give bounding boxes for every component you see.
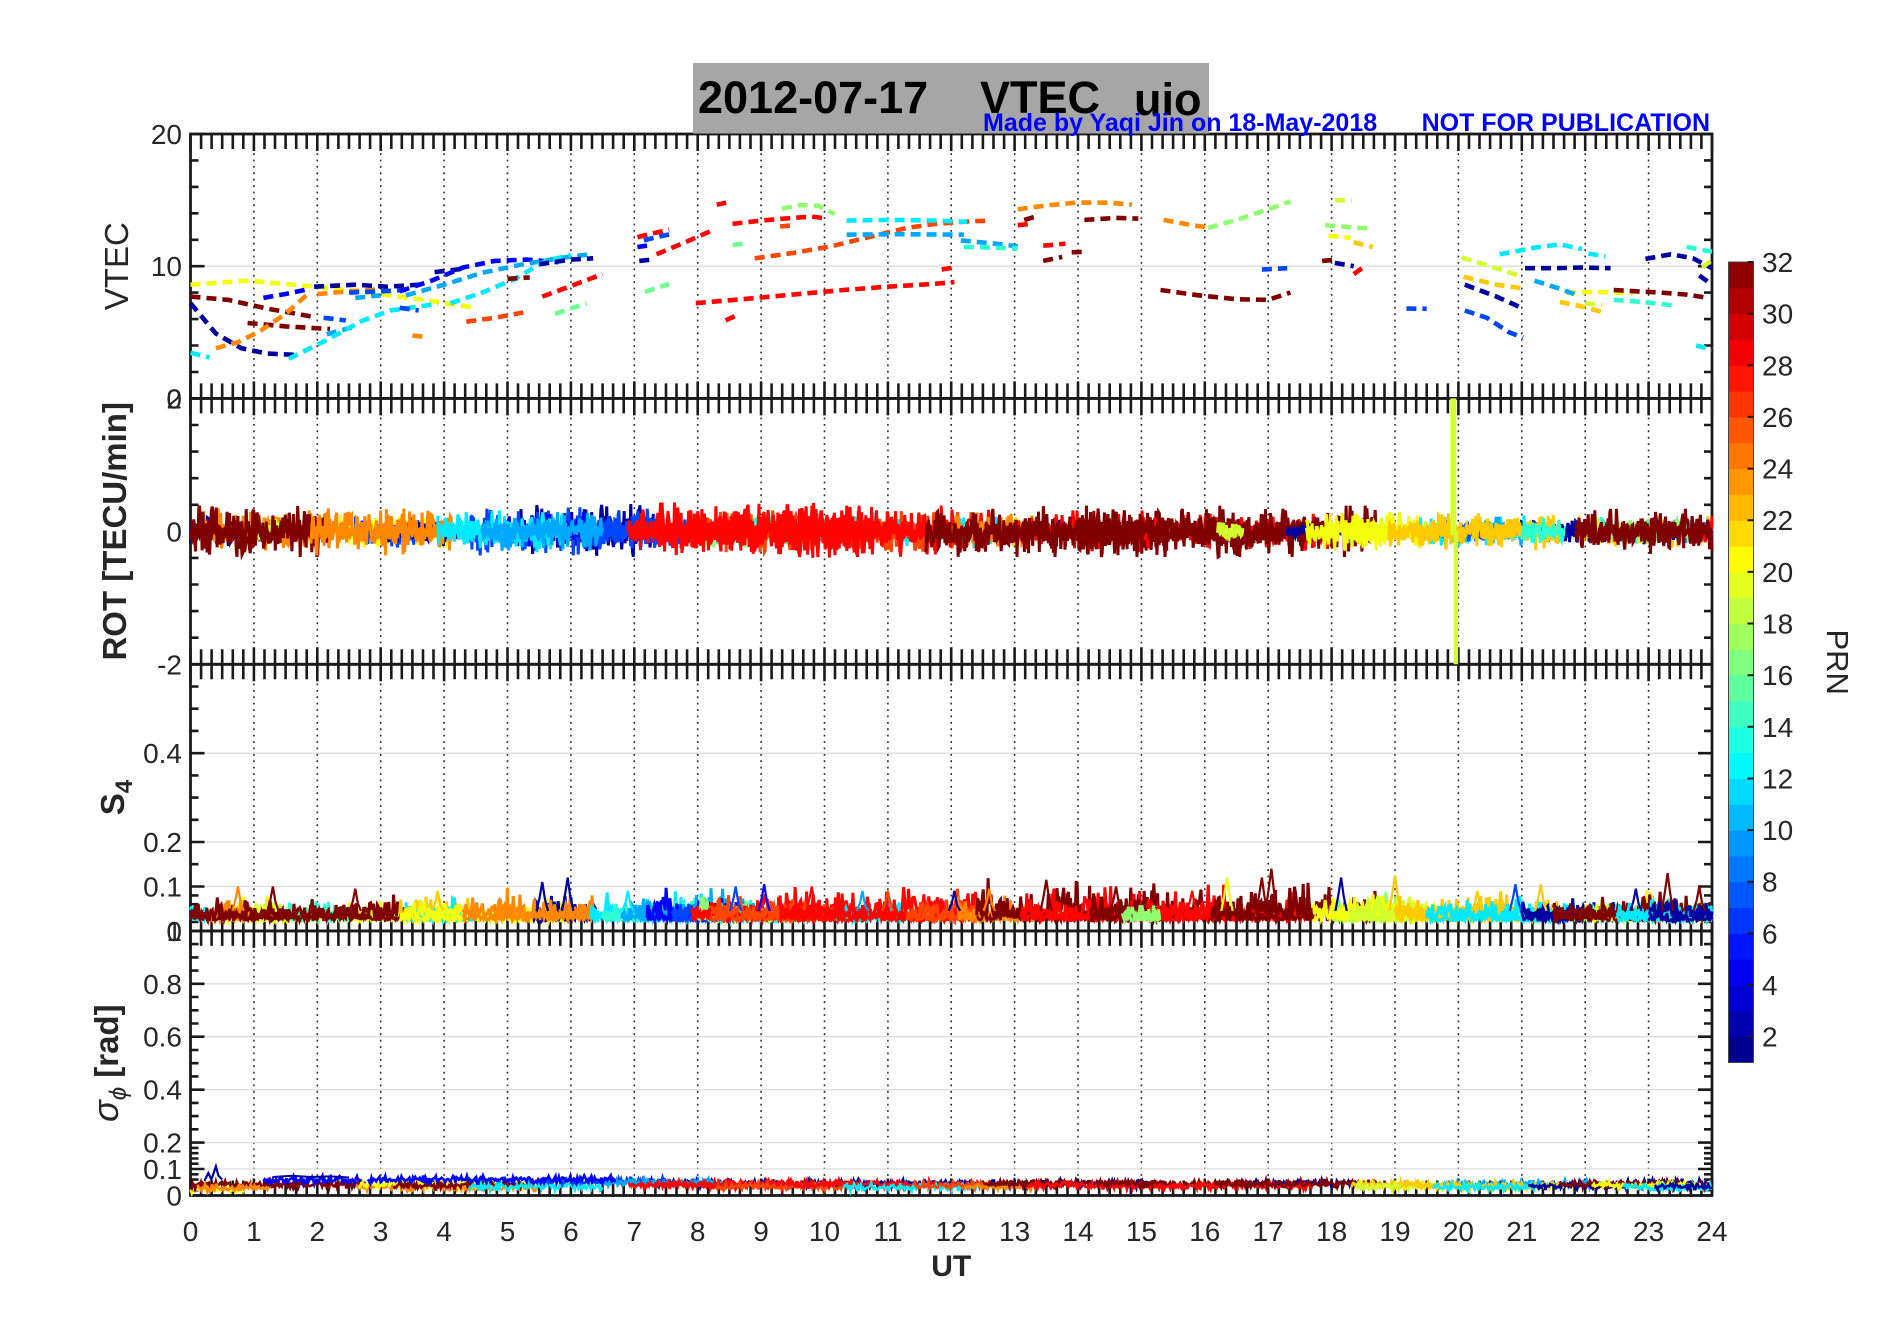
svg-text:VTEC: VTEC xyxy=(98,222,135,310)
svg-text:VTEC: VTEC xyxy=(980,72,1100,123)
svg-text:18: 18 xyxy=(1316,1216,1347,1247)
svg-text:ROT [TECU/min]: ROT [TECU/min] xyxy=(96,402,133,660)
svg-text:20: 20 xyxy=(1762,557,1793,588)
svg-text:6: 6 xyxy=(563,1216,579,1247)
svg-text:0.8: 0.8 xyxy=(143,969,182,1000)
svg-text:2012-07-17: 2012-07-17 xyxy=(698,72,928,123)
svg-text:1: 1 xyxy=(246,1216,262,1247)
svg-text:17: 17 xyxy=(1253,1216,1284,1247)
svg-text:0.2: 0.2 xyxy=(143,1128,182,1159)
svg-text:23: 23 xyxy=(1633,1216,1664,1247)
svg-text:8: 8 xyxy=(1762,867,1778,898)
svg-text:0.1: 0.1 xyxy=(143,1154,182,1185)
svg-text:32: 32 xyxy=(1762,247,1793,278)
svg-text:0: 0 xyxy=(166,383,182,414)
svg-text:0.1: 0.1 xyxy=(143,872,182,903)
svg-text:10: 10 xyxy=(151,251,182,282)
svg-text:uio: uio xyxy=(1134,74,1201,125)
svg-text:18: 18 xyxy=(1762,609,1793,640)
svg-text:0: 0 xyxy=(166,1181,182,1212)
svg-text:0: 0 xyxy=(166,916,182,947)
svg-text:24: 24 xyxy=(1762,454,1793,485)
svg-text:NOT FOR PUBLICATION: NOT FOR PUBLICATION xyxy=(1422,109,1710,137)
svg-text:0.4: 0.4 xyxy=(143,738,182,769)
svg-text:1: 1 xyxy=(166,916,182,947)
svg-text:14: 14 xyxy=(1062,1216,1093,1247)
svg-text:22: 22 xyxy=(1762,505,1793,536)
svg-text:UT: UT xyxy=(931,1250,971,1283)
svg-text:Made by Yaqi Jin on 18-May-201: Made by Yaqi Jin on 18-May-2018 xyxy=(983,109,1377,137)
svg-text:20: 20 xyxy=(151,119,182,150)
svg-text:4: 4 xyxy=(436,1216,452,1247)
svg-text:22: 22 xyxy=(1570,1216,1601,1247)
svg-text:16: 16 xyxy=(1189,1216,1220,1247)
svg-text:10: 10 xyxy=(1762,815,1793,846)
svg-text:12: 12 xyxy=(936,1216,967,1247)
svg-text:2: 2 xyxy=(1762,1022,1778,1053)
svg-text:0.4: 0.4 xyxy=(143,1075,182,1106)
svg-text:20: 20 xyxy=(1443,1216,1474,1247)
svg-text:30: 30 xyxy=(1762,299,1793,330)
svg-text:8: 8 xyxy=(690,1216,706,1247)
svg-text:2: 2 xyxy=(166,383,182,414)
svg-text:6: 6 xyxy=(1762,918,1778,949)
svg-text:13: 13 xyxy=(999,1216,1030,1247)
svg-text:24: 24 xyxy=(1696,1216,1727,1247)
svg-text:14: 14 xyxy=(1762,712,1793,743)
svg-text:-2: -2 xyxy=(157,649,182,680)
svg-text:5: 5 xyxy=(500,1216,516,1247)
svg-text:21: 21 xyxy=(1506,1216,1537,1247)
svg-text:2: 2 xyxy=(310,1216,326,1247)
svg-text:4: 4 xyxy=(1762,970,1778,1001)
svg-text:16: 16 xyxy=(1762,660,1793,691)
svg-text:9: 9 xyxy=(753,1216,769,1247)
svg-text:12: 12 xyxy=(1762,764,1793,795)
svg-text:10: 10 xyxy=(809,1216,840,1247)
svg-text:σϕ [rad]: σϕ [rad] xyxy=(85,1004,132,1122)
svg-text:15: 15 xyxy=(1126,1216,1157,1247)
svg-text:0.6: 0.6 xyxy=(143,1022,182,1053)
svg-text:0: 0 xyxy=(166,516,182,547)
svg-text:19: 19 xyxy=(1379,1216,1410,1247)
svg-text:0.2: 0.2 xyxy=(143,827,182,858)
svg-text:0: 0 xyxy=(183,1216,199,1247)
svg-text:3: 3 xyxy=(373,1216,389,1247)
svg-text:26: 26 xyxy=(1762,402,1793,433)
svg-text:11: 11 xyxy=(873,1216,902,1247)
svg-text:28: 28 xyxy=(1762,350,1793,381)
svg-text:PRN: PRN xyxy=(1820,629,1855,694)
svg-text:7: 7 xyxy=(627,1216,643,1247)
